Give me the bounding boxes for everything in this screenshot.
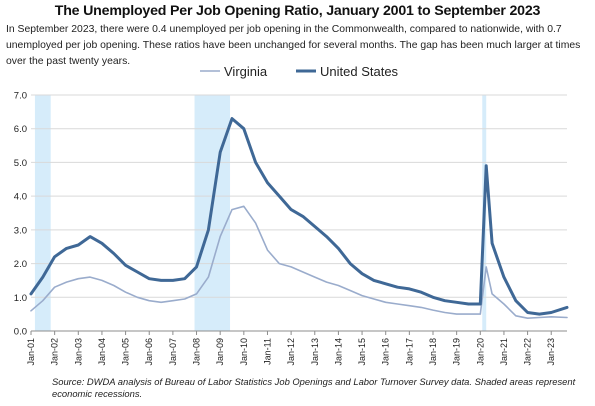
x-tick-label: Jan-15 (357, 338, 367, 366)
recession-shading (34, 95, 487, 331)
chart-title: The Unemployed Per Job Opening Ratio, Ja… (54, 3, 541, 19)
x-tick-label: Jan-07 (168, 338, 178, 366)
y-tick-label: 2.0 (14, 259, 27, 270)
x-tick-label: Jan-17 (404, 338, 414, 366)
x-tick-label: Jan-14 (333, 338, 343, 366)
x-tick-label: Jan-04 (97, 338, 107, 366)
series-line-united-states (29, 117, 569, 316)
chart-source-note: Source: DWDA analysis of Bureau of Labor… (52, 376, 576, 399)
series-lines (29, 117, 569, 320)
x-tick-label: Jan-20 (475, 338, 485, 366)
chart-subtitle: In September 2023, there were 0.4 unempl… (6, 24, 581, 67)
legend: Virginia United States (200, 64, 399, 79)
x-tick-label: Jan-23 (546, 338, 556, 366)
x-tick-label: Jan-03 (73, 338, 83, 366)
y-tick-label: 3.0 (14, 225, 27, 236)
x-tick-label: Jan-11 (262, 338, 272, 365)
y-tick-label: 7.0 (14, 91, 27, 102)
x-tick-label: Jan-21 (499, 338, 509, 366)
y-tick-label: 1.0 (14, 293, 27, 304)
recession-band-0 (34, 95, 51, 331)
x-tick-label: Jan-06 (144, 338, 154, 366)
x-tick-label: Jan-01 (26, 338, 36, 366)
series-line-virginia (30, 205, 568, 320)
y-tick-label: 6.0 (14, 124, 27, 135)
x-tick-label: Jan-16 (381, 338, 391, 366)
x-tick-label: Jan-05 (121, 338, 131, 366)
y-tick-label: 0.0 (14, 327, 27, 338)
x-tick-label: Jan-12 (286, 338, 296, 366)
legend-label: Virginia (224, 64, 268, 79)
x-tick-label: Jan-09 (215, 338, 225, 366)
x-tick-label: Jan-10 (239, 338, 249, 366)
legend-label: United States (320, 64, 399, 79)
x-tick-label: Jan-02 (50, 338, 60, 366)
x-tick-label: Jan-18 (428, 338, 438, 366)
y-tick-label: 4.0 (14, 192, 27, 203)
axes: 0.0 1.0 2.0 3.0 4.0 5.0 6.0 7.0 Jan-01 Jan-02 Jan-… (14, 91, 567, 366)
x-tick-label: Jan-13 (310, 338, 320, 366)
x-tick-label: Jan-19 (452, 338, 462, 366)
x-tick-label: Jan-08 (192, 338, 202, 366)
grid-lines (31, 94, 567, 298)
y-tick-label: 5.0 (14, 158, 27, 169)
x-tick-label: Jan-22 (523, 338, 533, 366)
